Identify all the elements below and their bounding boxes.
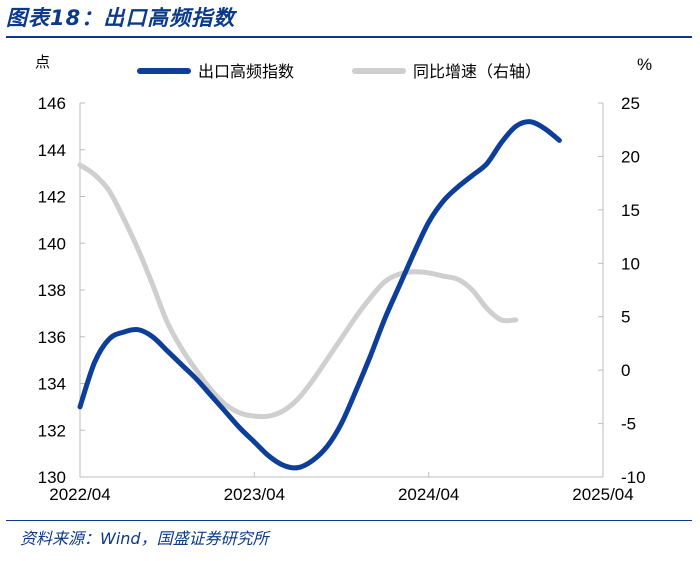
source-note: 资料来源：Wind，国盛证券研究所: [20, 529, 269, 548]
chart-legend: 出口高频指数 同比增速（右轴）: [137, 63, 541, 81]
chart: 130 132 134 136 138 140 142 144 146 -10 -5 0 5 10 15 20…: [35, 54, 652, 504]
series-line-yoy: [77, 162, 519, 420]
chart-ticks: 130 132 134 136 138 140 142 144 146 -10 -5 0 5 10 15 20…: [35, 54, 652, 504]
footer-divider: [6, 520, 692, 521]
legend-label-1: 出口高频指数: [198, 63, 294, 81]
y-left-tick-label: 134: [38, 375, 66, 394]
y-right-unit: %: [637, 55, 652, 74]
y-left-tick-label: 132: [38, 421, 66, 440]
y-left-tick-label: 140: [38, 234, 66, 253]
y-right-tick-label: 10: [621, 254, 640, 273]
y-right-tick-label: 0: [621, 361, 630, 380]
y-left-tick-label: 130: [38, 468, 66, 487]
y-left-tick-label: 138: [38, 281, 66, 300]
y-right-tick-label: 15: [621, 201, 640, 220]
y-right-tick-label: 5: [621, 308, 630, 327]
y-right-tick-label: -10: [621, 468, 646, 487]
x-tick-label: 2022/04: [49, 485, 110, 504]
x-tick-label: 2023/04: [224, 485, 285, 504]
title-divider: [6, 36, 692, 38]
y-right-tick-label: 20: [621, 147, 640, 166]
legend-label-2: 同比增速（右轴）: [413, 63, 541, 81]
y-left-tick-label: 136: [38, 328, 66, 347]
x-tick-label: 2025/04: [572, 485, 633, 504]
chart-series: [77, 119, 562, 471]
figure-title: 图表18：出口高频指数: [6, 6, 236, 30]
x-tick-label: 2024/04: [398, 485, 459, 504]
y-left-tick-label: 142: [38, 188, 66, 207]
y-left-unit: 点: [35, 54, 50, 71]
series-line-index: [77, 119, 562, 471]
y-right-tick-label: 25: [621, 94, 640, 113]
y-right-tick-label: -5: [621, 415, 636, 434]
y-left-tick-label: 146: [38, 94, 66, 113]
y-left-tick-label: 144: [38, 141, 66, 160]
